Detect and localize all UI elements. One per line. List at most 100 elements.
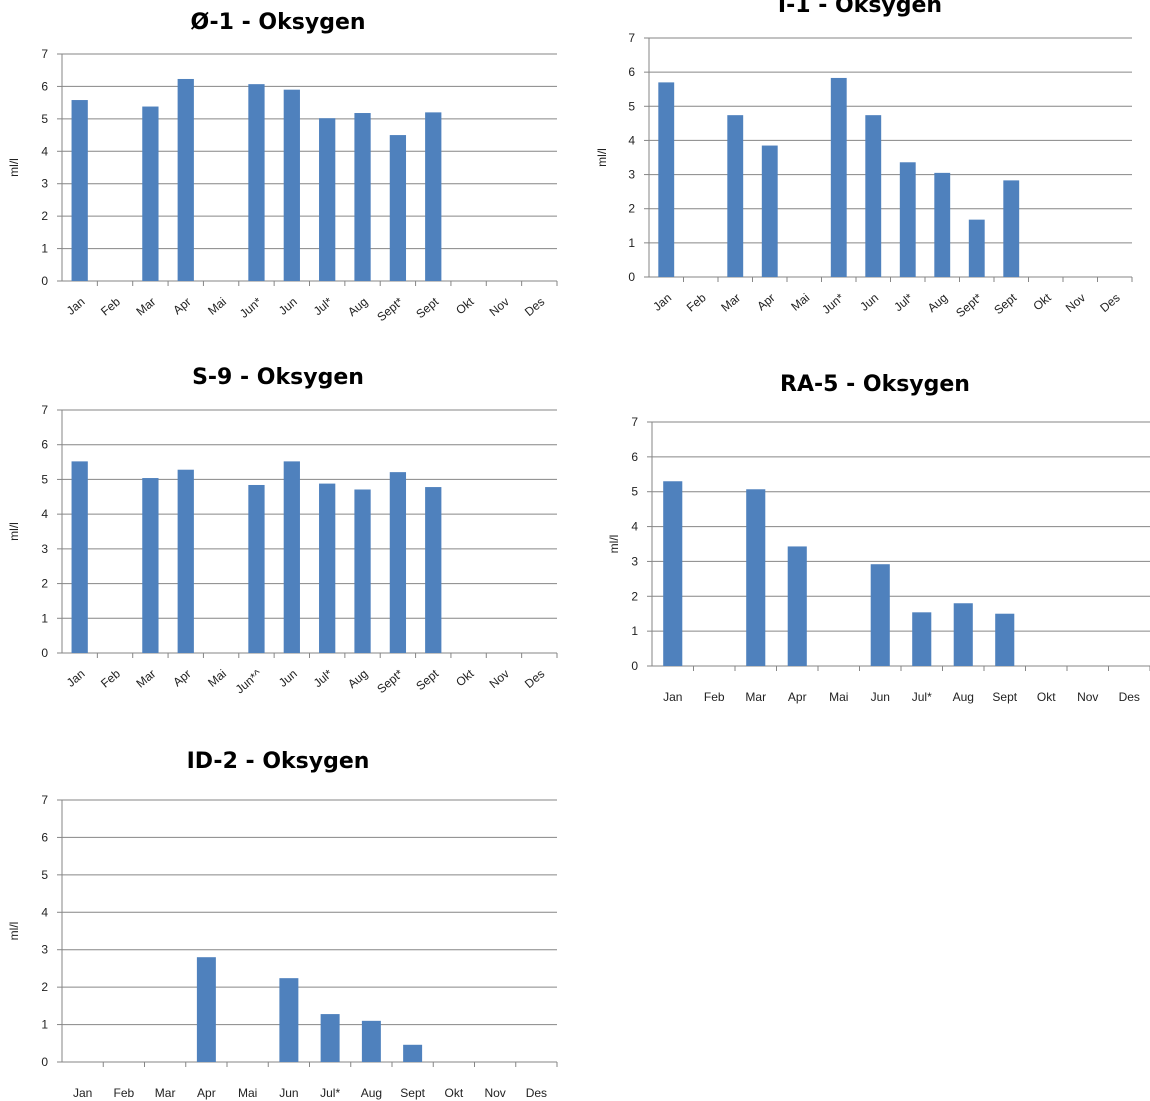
x-tick-label: Feb [114,1086,135,1100]
x-tick-label: Jul* [912,690,932,704]
y-tick-label: 2 [631,589,638,603]
x-tick-label: Nov [487,667,512,691]
x-tick-label: Jun [276,295,300,318]
x-tick-label: Jun*^ [233,666,265,696]
y-tick-label: 7 [41,403,48,417]
y-tick-label: 0 [41,646,48,660]
chart-s9-oksygen: S-9 - Oksygen 0 1 2 3 4 5 6 7 ml/l Jan Feb Mar Apr Mai… [0,360,575,700]
y-tick-label: 1 [41,242,48,256]
y-tick-label: 7 [628,31,635,45]
y-tick-label: 3 [41,177,48,191]
x-tick-label: Okt [1030,290,1054,313]
bar-apr [196,957,216,1062]
x-tick-label: Des [522,295,547,319]
chart-title: S-9 - Oksygen [192,365,364,390]
x-tick-label: Jul* [320,1086,340,1100]
y-tick-label: 4 [41,507,48,521]
x-tick-label: Sept [991,290,1019,317]
x-tick-label: Aug [925,291,950,315]
chart-id2-oksygen: ID-2 - Oksygen 0 1 2 3 4 5 6 7 ml/l Jan Feb Mar Apr Ma… [0,730,575,1101]
x-tick-label: Nov [1077,690,1098,704]
bar-jun [279,978,299,1062]
bar-sept [1003,180,1020,277]
y-tick-label: 1 [628,236,635,250]
x-tick-label: Sept* [374,666,406,696]
x-tick-label: Mai [205,667,229,690]
x-tick-label: Okt [1037,690,1056,704]
bar-jun [283,89,300,282]
y-tick-label: 7 [41,793,48,807]
y-tick-label: 7 [41,47,48,61]
y-tick-label: 5 [628,99,635,113]
bar-mar [746,489,766,666]
bar-aug [354,489,371,653]
bar-jun [870,564,890,666]
chart-ra5-oksygen: RA-5 - Oksygen 0 1 2 3 4 5 6 7 ml/l Jan Feb Mar Apr Ma… [590,360,1150,704]
bar-jun- [248,484,265,653]
x-tick-label: Mai [788,291,812,314]
x-tick-label: Feb [684,290,709,314]
y-tick-label: 0 [41,274,48,288]
y-axis-label: ml/l [607,535,621,554]
x-tick-label: Feb [98,666,123,690]
x-tick-label: Sept [413,294,441,321]
x-tick-label: Sept* [374,294,406,324]
bar-jul- [319,483,336,653]
x-tick-label: Des [526,1086,547,1100]
y-tick-label: 3 [41,943,48,957]
bar-aug [934,172,951,277]
y-tick-label: 1 [41,611,48,625]
x-tick-label: Mar [133,667,158,691]
y-tick-label: 3 [41,542,48,556]
x-tick-label: Jun* [819,290,847,316]
x-tick-label: Feb [98,294,123,318]
x-tick-label: Apr [754,291,777,314]
bar-apr [761,145,778,277]
y-tick-label: 6 [41,830,48,844]
chart-id2-svg: ID-2 - Oksygen 0 1 2 3 4 5 6 7 ml/l Jan Feb Mar Apr Ma… [7,749,558,1100]
y-axis-label: ml/l [595,148,609,167]
x-tick-label: Sept [413,666,441,693]
y-tick-label: 6 [628,65,635,79]
chart-i1-svg: I-1 - Oksygen 0 1 2 3 4 5 6 7 ml/l Jan Feb Mar Apr Mai… [595,0,1133,320]
chart-title: RA-5 - Oksygen [780,372,970,397]
y-tick-label: 5 [41,112,48,126]
y-tick-label: 6 [41,438,48,452]
bar-jun [283,461,300,653]
bar-sept- [389,135,407,281]
bar-sept [995,613,1015,666]
x-tick-label: Apr [197,1086,216,1100]
x-tick-label: Mar [133,295,158,319]
y-axis-label: ml/l [7,922,21,941]
chart-title: ID-2 - Oksygen [187,749,370,774]
y-tick-label: 5 [41,472,48,486]
x-tick-label: Jan [650,291,674,314]
x-tick-label: Jan [663,690,682,704]
y-axis-label: ml/l [7,158,21,177]
x-tick-label: Mai [238,1086,257,1100]
x-tick-label: Aug [361,1086,382,1100]
bar-jun [865,115,882,277]
y-tick-label: 4 [41,905,48,919]
x-tick-label: Sept* [953,290,985,320]
bar-aug [953,603,973,666]
chart-i1-oksygen: I-1 - Oksygen 0 1 2 3 4 5 6 7 ml/l Jan Feb Mar Apr Mai… [590,0,1150,330]
bar-mar [727,115,744,277]
y-tick-label: 0 [628,270,635,284]
y-tick-label: 5 [41,868,48,882]
x-tick-label: Nov [1063,291,1088,315]
x-tick-label: Okt [453,666,477,689]
chart-o1-oksygen: Ø-1 - Oksygen 0 1 2 3 4 5 6 7 ml/l Jan Feb Mar Apr Mai… [0,0,575,330]
bar-jan [71,100,88,281]
bar-apr [177,78,194,281]
x-tick-label: Sept [400,1086,425,1100]
x-tick-label: Jul* [891,290,916,314]
x-tick-label: Apr [170,295,193,318]
x-tick-label: Jun [276,667,300,690]
bar-jan [71,461,88,653]
x-tick-label: Jul* [311,294,336,318]
x-tick-label: Nov [484,1086,505,1100]
bar-jan [658,82,675,277]
x-tick-label: Mar [718,291,743,315]
y-tick-label: 2 [628,202,635,216]
